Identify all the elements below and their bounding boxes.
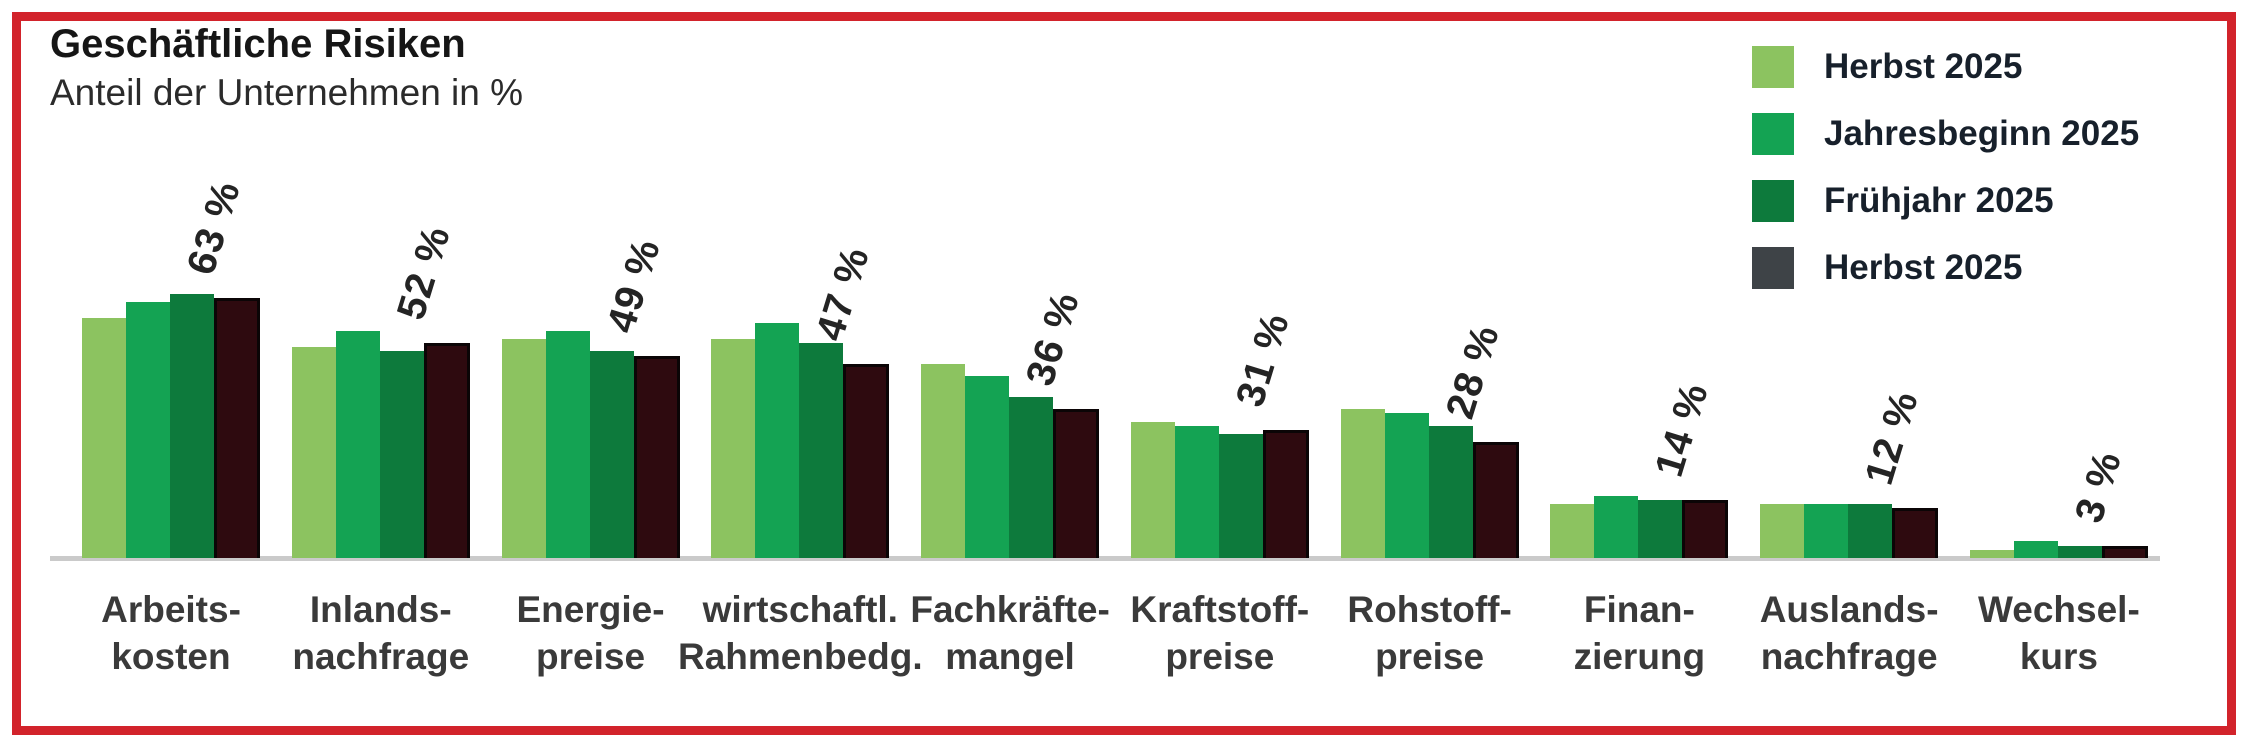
bar	[2057, 546, 2102, 558]
x-axis-line	[50, 556, 2160, 561]
bar	[589, 351, 634, 558]
category-label: Wechsel- kurs	[1978, 589, 2140, 678]
legend-item: Herbst 2025	[1752, 46, 2139, 88]
bar	[335, 331, 380, 558]
category-cell: Finan- zierung	[1550, 586, 1728, 681]
bar	[2013, 541, 2058, 558]
bar	[1174, 426, 1219, 558]
category-label: Kraftstoff- preise	[1130, 589, 1310, 678]
category-label: Arbeits- kosten	[101, 589, 241, 678]
chart-title: Geschäftliche Risiken	[50, 22, 466, 66]
bar-value-label: 49 %	[598, 233, 669, 338]
legend-label: Frühjahr 2025	[1824, 181, 2054, 220]
legend-item: Jahresbeginn 2025	[1752, 113, 2139, 155]
bar	[843, 364, 890, 558]
bar	[545, 331, 590, 558]
bar	[1594, 496, 1639, 558]
category-cell: Fachkräfte- mangel	[910, 586, 1109, 681]
bar	[1218, 434, 1263, 558]
bar	[1848, 504, 1893, 558]
bar	[2101, 546, 2148, 558]
bar	[633, 356, 680, 558]
legend-swatch	[1752, 113, 1794, 155]
category-label: Finan- zierung	[1573, 589, 1706, 678]
bar-group: 63 %	[82, 176, 260, 558]
bar-group: 12 %	[1760, 386, 1939, 558]
bar	[423, 343, 470, 558]
bar-value-label: 3 %	[2066, 446, 2130, 528]
bar-value-label: 36 %	[1018, 286, 1088, 391]
chart-subtitle: Anteil der Unternehmen in %	[50, 72, 524, 113]
bar	[1384, 413, 1429, 558]
bar-group: 28 %	[1340, 320, 1519, 558]
legend-item: Frühjahr 2025	[1752, 180, 2139, 222]
bar-group: 52 %	[291, 221, 470, 558]
bar	[170, 294, 214, 558]
bar	[379, 351, 424, 558]
category-labels: Arbeits- kosten Inlands- nachfrage Energie…	[82, 586, 2148, 681]
bar	[1969, 550, 2014, 558]
category-label: Fachkräfte- mangel	[910, 589, 1110, 678]
bar	[1130, 422, 1175, 558]
category-label: Inlands- nachfrage	[292, 589, 470, 678]
bar-group: 47 %	[711, 242, 890, 558]
legend-label: Jahresbeginn 2025	[1824, 114, 2140, 153]
bar	[755, 323, 800, 558]
category-label: Rohstoff- preise	[1347, 589, 1512, 678]
bar	[1009, 397, 1054, 558]
bar-value-label: 12 %	[1857, 385, 1927, 490]
bar-value-label: 47 %	[808, 241, 879, 346]
bar	[1760, 504, 1805, 558]
bar	[214, 298, 260, 558]
legend-item: Herbst 2025	[1752, 247, 2139, 289]
category-cell: Arbeits- kosten	[82, 586, 260, 681]
bar-group: 3 %	[1969, 446, 2148, 558]
bar	[501, 339, 546, 558]
bar	[1262, 430, 1309, 558]
category-cell: Auslands- nachfrage	[1759, 586, 1939, 681]
legend: Herbst 2025 Jahresbeginn 2025 Frühjahr 202…	[1752, 46, 2139, 289]
category-cell: Kraftstoff- preise	[1130, 586, 1310, 681]
bar	[1682, 500, 1729, 558]
category-cell: Rohstoff- preise	[1341, 586, 1519, 681]
bar	[1340, 409, 1385, 558]
legend-swatch	[1752, 46, 1794, 88]
legend-label: Herbst 2025	[1824, 47, 2023, 86]
bar	[921, 364, 966, 558]
bar	[1053, 409, 1100, 558]
bar-group: 31 %	[1130, 308, 1309, 558]
legend-label: Herbst 2025	[1824, 248, 2023, 287]
bar	[965, 376, 1010, 558]
category-cell: Wechsel- kurs	[1970, 586, 2148, 681]
bar-value-label: 28 %	[1437, 319, 1508, 424]
bar	[1804, 504, 1849, 558]
bar-group: 49 %	[501, 234, 680, 558]
bar	[82, 318, 126, 558]
legend-swatch	[1752, 247, 1794, 289]
bar	[1550, 504, 1595, 558]
category-label: Auslands- nachfrage	[1759, 589, 1939, 678]
bar	[799, 343, 844, 558]
legend-swatch	[1752, 180, 1794, 222]
bar-groups: 63 % 52 % 49 % 47 % 36 % 31 % 28 % 14 % 12 % 3 %	[82, 176, 2148, 558]
bar-value-label: 31 %	[1227, 307, 1298, 412]
category-cell: wirtschaftl. Rahmenbedg.	[678, 586, 923, 681]
bar	[1892, 508, 1939, 558]
bar-group: 14 %	[1550, 378, 1729, 558]
bar	[711, 339, 756, 558]
bar-value-label: 63 %	[178, 175, 249, 280]
category-label: wirtschaftl. Rahmenbedg.	[677, 589, 923, 678]
bar-group: 36 %	[921, 287, 1100, 558]
bar	[1472, 442, 1519, 558]
bar-value-label: 52 %	[388, 220, 459, 325]
category-label: Energie- preise	[516, 589, 665, 678]
bar-value-label: 14 %	[1647, 377, 1718, 482]
category-cell: Inlands- nachfrage	[292, 586, 470, 681]
bar	[291, 347, 336, 558]
bar	[1638, 500, 1683, 558]
category-cell: Energie- preise	[502, 586, 680, 681]
bar	[126, 302, 170, 558]
bar	[1428, 426, 1473, 558]
